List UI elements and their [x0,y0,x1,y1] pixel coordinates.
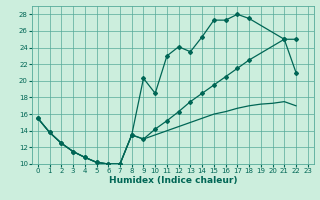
X-axis label: Humidex (Indice chaleur): Humidex (Indice chaleur) [108,176,237,185]
